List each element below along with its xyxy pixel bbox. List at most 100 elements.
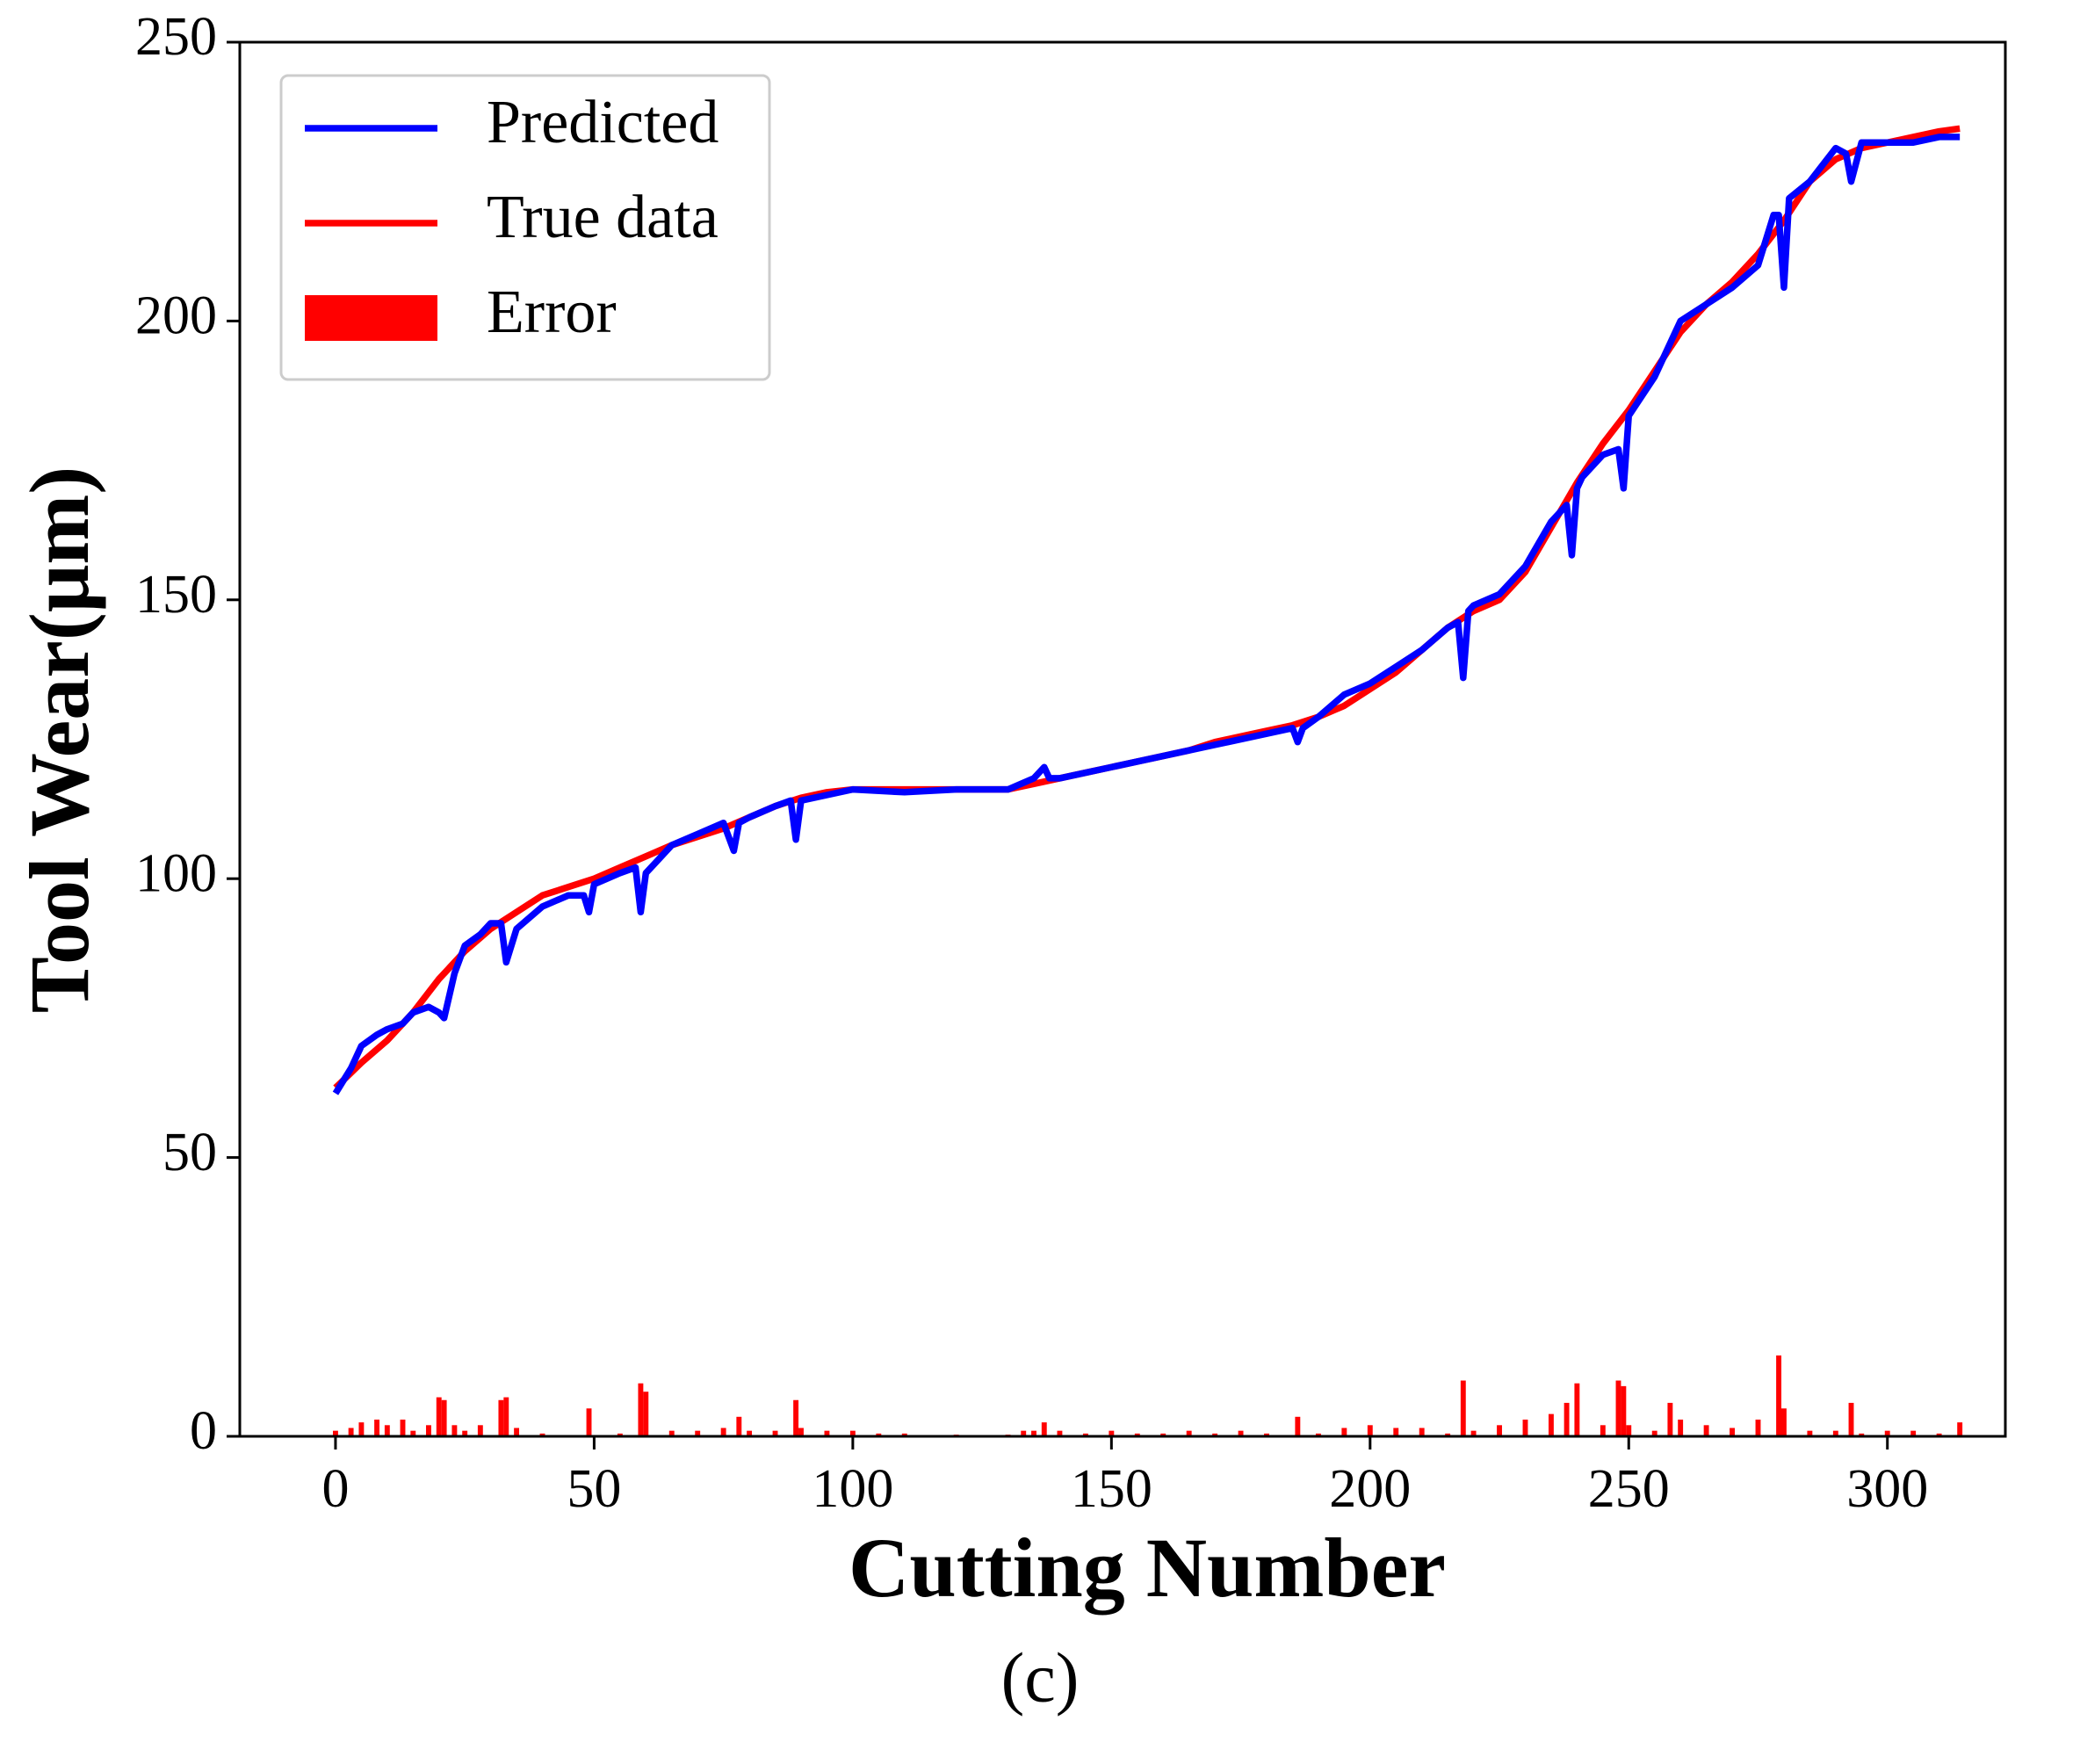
error-bar (824, 1430, 830, 1436)
error-bar (1186, 1430, 1192, 1436)
error-bar (695, 1430, 701, 1436)
error-bar (333, 1430, 338, 1436)
y-tick-label: 250 (135, 7, 217, 67)
error-bar (668, 1430, 675, 1436)
error-bar (1678, 1419, 1684, 1436)
y-tick-label: 0 (190, 1401, 217, 1461)
error-bar (1212, 1433, 1218, 1436)
error-bar (426, 1425, 431, 1436)
error-bar (441, 1399, 447, 1436)
error-bar (876, 1433, 882, 1436)
error-bar (643, 1392, 649, 1436)
caption: (c) (1001, 1639, 1080, 1717)
error-bar (514, 1428, 520, 1436)
error-bar (1832, 1430, 1838, 1436)
error-bar (1564, 1402, 1570, 1436)
error-bar (747, 1430, 753, 1436)
x-tick-label: 250 (1588, 1459, 1670, 1519)
error-bar (503, 1397, 509, 1436)
error-bar (1936, 1433, 1942, 1436)
error-bar (849, 1430, 856, 1436)
error-bar (1755, 1419, 1761, 1436)
error-bar (374, 1419, 380, 1436)
error-bar (1031, 1430, 1036, 1436)
error-bar (1859, 1433, 1865, 1436)
error-bar (1393, 1428, 1399, 1436)
error-bar (451, 1425, 458, 1436)
error-bar (1548, 1413, 1554, 1436)
y-tick-label: 200 (135, 286, 217, 346)
error-bar (1057, 1430, 1063, 1436)
error-bar (1600, 1425, 1606, 1436)
line-series (332, 134, 1961, 1095)
legend: Predicted True data Error (279, 74, 771, 381)
error-bar (498, 1399, 504, 1436)
error-bar (1160, 1433, 1166, 1436)
error-bar (798, 1428, 804, 1436)
error-bar (638, 1383, 644, 1436)
y-tick-label: 50 (162, 1123, 217, 1182)
x-tick-label: 300 (1846, 1459, 1928, 1519)
legend-swatch (305, 295, 437, 341)
error-bar (1419, 1428, 1425, 1436)
error-bar (1780, 1408, 1787, 1436)
error-bar (1574, 1383, 1580, 1436)
error-bar (1522, 1419, 1528, 1436)
error-bar (772, 1430, 778, 1436)
error-bar (1367, 1425, 1373, 1436)
error-bar (1703, 1425, 1709, 1436)
error-bar (410, 1430, 416, 1436)
error-bar (1497, 1425, 1502, 1436)
y-tick-label: 150 (135, 565, 217, 625)
error-bar (1021, 1430, 1027, 1436)
error-bar (1109, 1430, 1115, 1436)
x-axis-label: Cutting Number (849, 1521, 1446, 1615)
error-bar (793, 1399, 799, 1436)
error-bar (1807, 1430, 1813, 1436)
error-bar (1667, 1402, 1673, 1436)
error-bar (400, 1419, 406, 1436)
error-bar (462, 1430, 468, 1436)
error-bar (1470, 1430, 1477, 1436)
y-axis-label: Tool Wear(μm) (12, 466, 106, 1013)
plot-frame (238, 40, 2007, 1438)
error-bar (384, 1425, 390, 1436)
error-bar (617, 1433, 623, 1436)
error-bar (1134, 1433, 1140, 1436)
error-bar (1730, 1428, 1735, 1436)
error-bar (1238, 1430, 1244, 1436)
error-bar (348, 1428, 354, 1436)
error-bar (1621, 1385, 1627, 1436)
error-bar (1460, 1380, 1466, 1436)
error-bar (1910, 1430, 1917, 1436)
error-bar (1082, 1433, 1088, 1436)
error-bar (436, 1397, 442, 1436)
error-bar (1957, 1422, 1963, 1436)
error-bar (1776, 1355, 1781, 1436)
error-bar (1315, 1433, 1321, 1436)
error-bar (1295, 1416, 1301, 1436)
error-bar (1848, 1402, 1854, 1436)
error-bar (1626, 1425, 1632, 1436)
x-tick-label: 0 (321, 1459, 349, 1519)
error-bar (1264, 1433, 1269, 1436)
error-bar (1041, 1422, 1047, 1436)
error-bar (1651, 1430, 1658, 1436)
x-tick-label: 150 (1071, 1459, 1152, 1519)
error-bar (477, 1425, 483, 1436)
error-bar (1884, 1430, 1890, 1436)
y-tick-label: 100 (135, 843, 217, 903)
error-bar (1615, 1380, 1621, 1436)
error-bar (720, 1428, 726, 1436)
error-bar (358, 1422, 365, 1436)
x-tick-label: 50 (567, 1459, 621, 1519)
error-bar (586, 1408, 592, 1436)
error-bar (1445, 1433, 1451, 1436)
error-bar (736, 1416, 742, 1436)
x-tick-label: 200 (1329, 1459, 1411, 1519)
error-bar (1341, 1428, 1347, 1436)
legend-label: True data (487, 184, 719, 251)
error-bar (539, 1433, 545, 1436)
legend-label: Predicted (487, 89, 719, 156)
